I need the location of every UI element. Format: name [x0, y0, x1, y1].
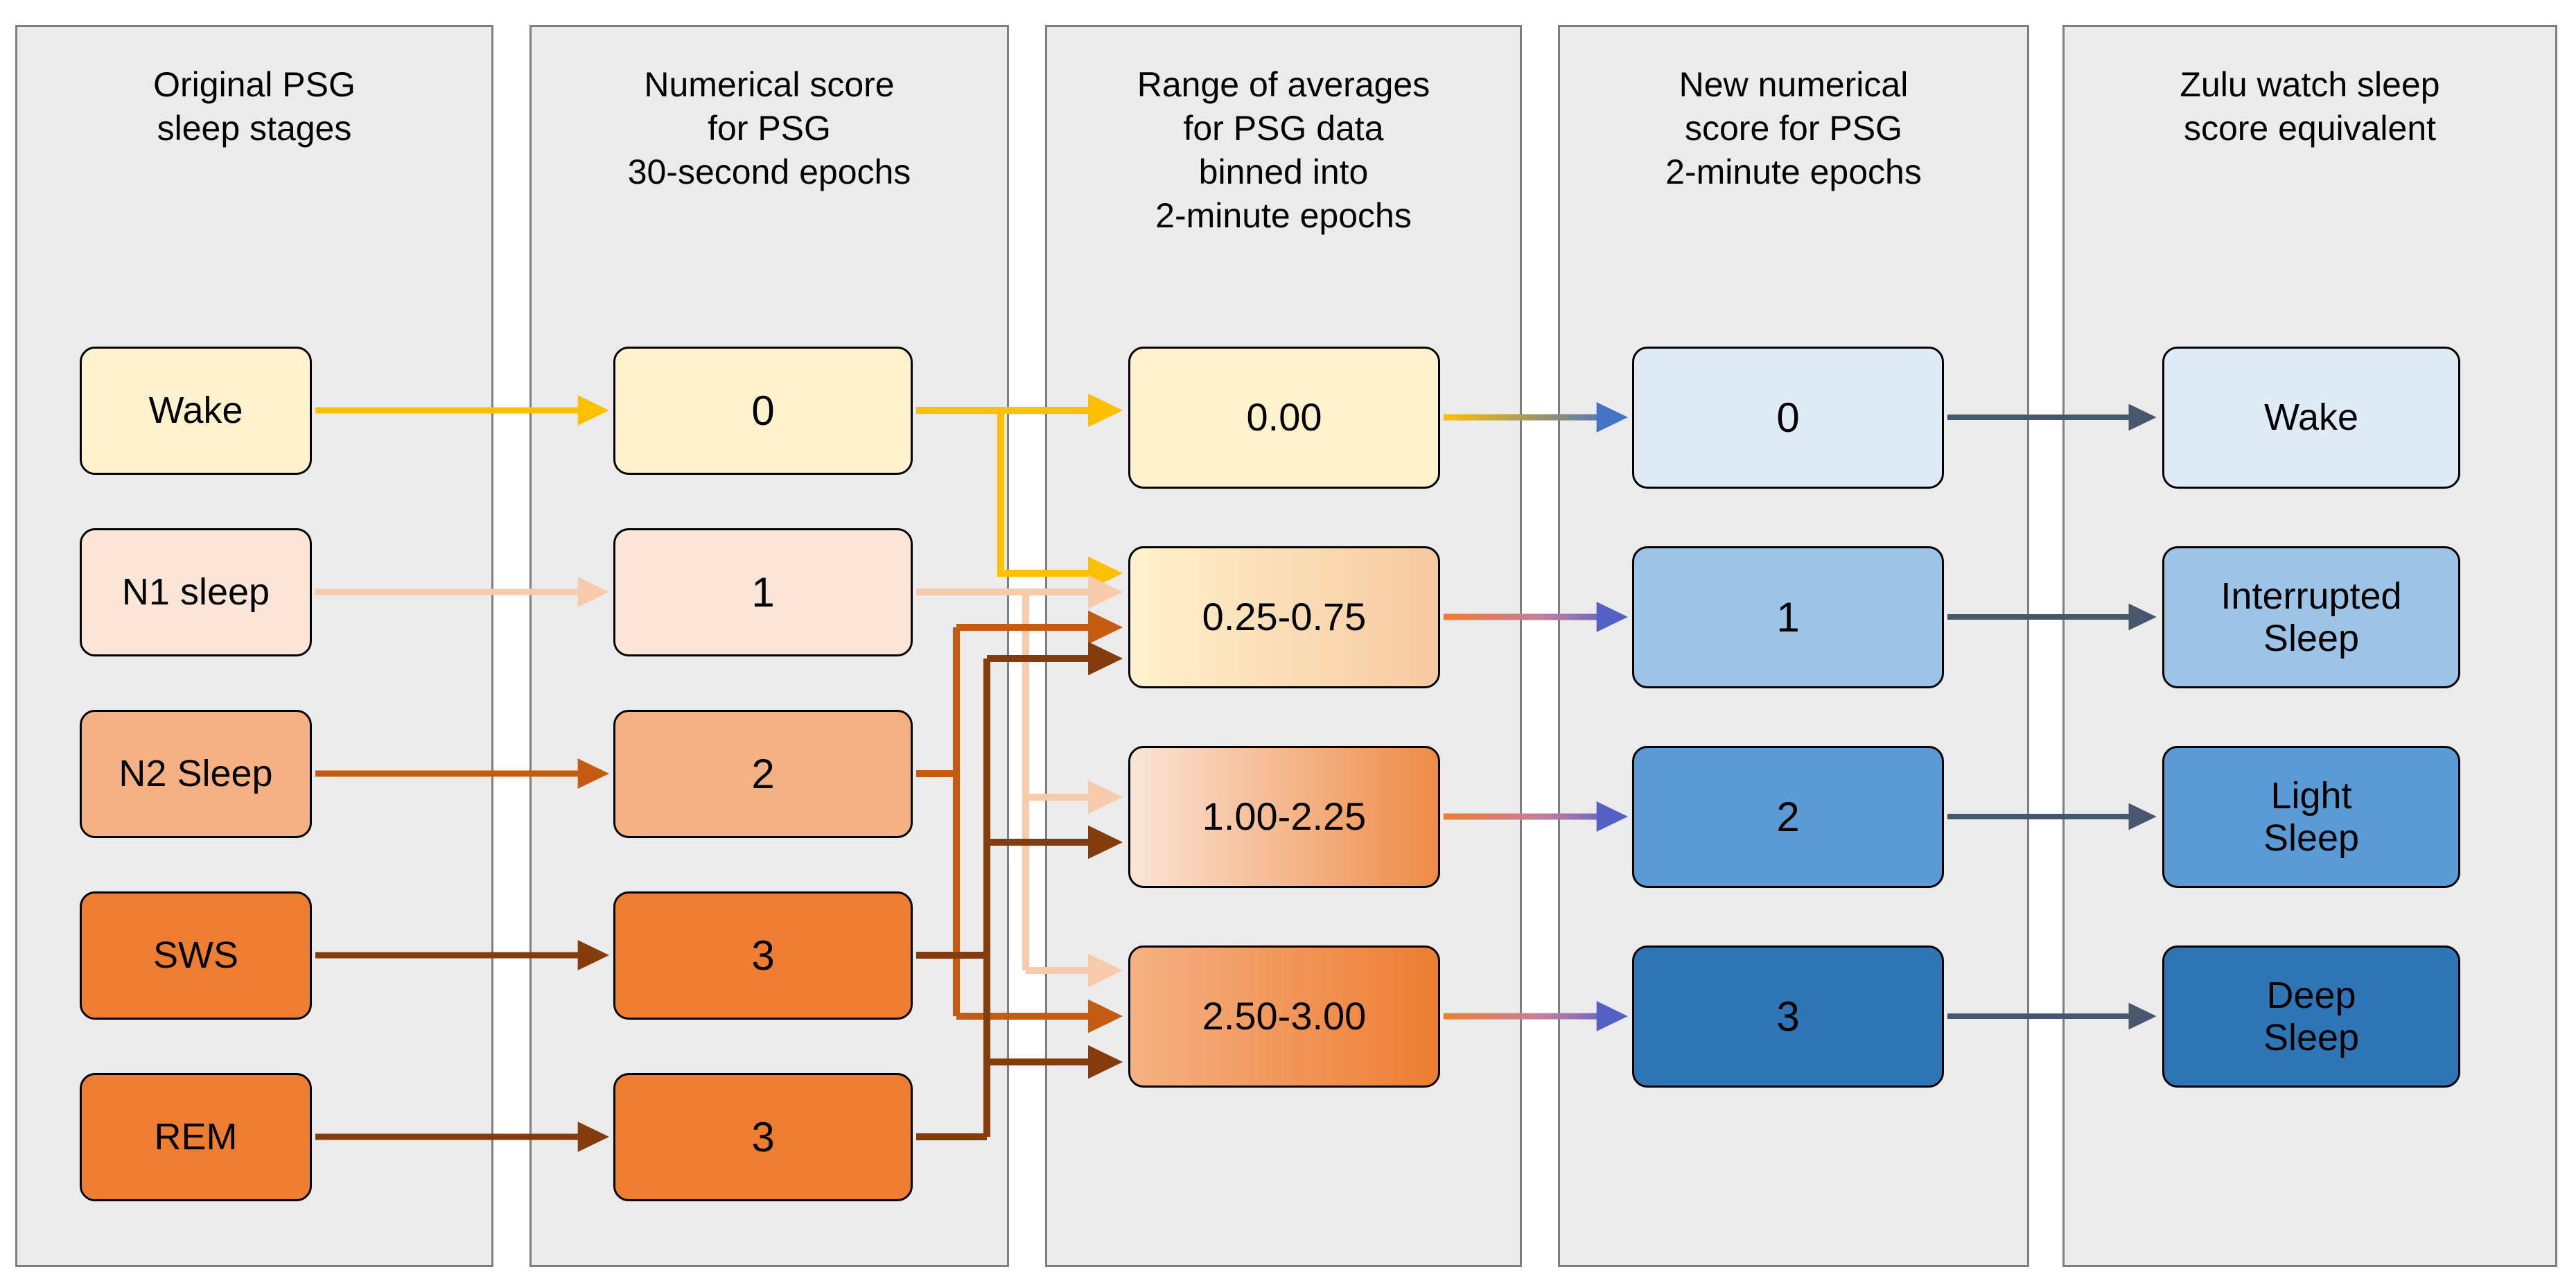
box-zulu-deep: Deep Sleep	[2162, 946, 2460, 1088]
box-score2min-3: 3	[1632, 946, 1944, 1088]
box-score30s-3-rem: 3	[613, 1073, 913, 1201]
panel-header-original-psg: Original PSG sleep stages	[153, 65, 356, 148]
box-stage-rem: REM	[80, 1073, 312, 1201]
panel-header-average-ranges: Range of averages for PSG data binned in…	[1137, 65, 1430, 235]
box-score2min-1: 1	[1632, 546, 1944, 688]
box-stage-wake: Wake	[80, 347, 312, 475]
box-range-250-300: 2.50-3.00	[1128, 946, 1440, 1088]
box-score2min-0: 0	[1632, 347, 1944, 489]
box-zulu-interrupted: Interrupted Sleep	[2162, 546, 2460, 688]
box-zulu-light: Light Sleep	[2162, 746, 2460, 888]
box-score30s-1: 1	[613, 528, 913, 656]
box-stage-sws: SWS	[80, 891, 312, 1020]
box-score2min-2: 2	[1632, 746, 1944, 888]
box-range-000: 0.00	[1128, 347, 1440, 489]
box-score30s-2: 2	[613, 710, 913, 838]
panel-header-zulu-equivalent: Zulu watch sleep score equivalent	[2180, 65, 2440, 148]
box-zulu-wake: Wake	[2162, 347, 2460, 489]
box-score30s-0: 0	[613, 347, 913, 475]
panel-header-30s-scores: Numerical score for PSG 30-second epochs	[627, 65, 911, 191]
box-stage-n2: N2 Sleep	[80, 710, 312, 838]
arrow-score0-to-range025-075	[997, 410, 1123, 591]
panel-header-2min-scores: New numerical score for PSG 2-minute epo…	[1665, 65, 1922, 191]
box-range-100-225: 1.00-2.25	[1128, 746, 1440, 888]
box-range-025-075: 0.25-0.75	[1128, 546, 1440, 688]
box-score30s-3-sws: 3	[613, 891, 913, 1020]
box-stage-n1: N1 sleep	[80, 528, 312, 656]
